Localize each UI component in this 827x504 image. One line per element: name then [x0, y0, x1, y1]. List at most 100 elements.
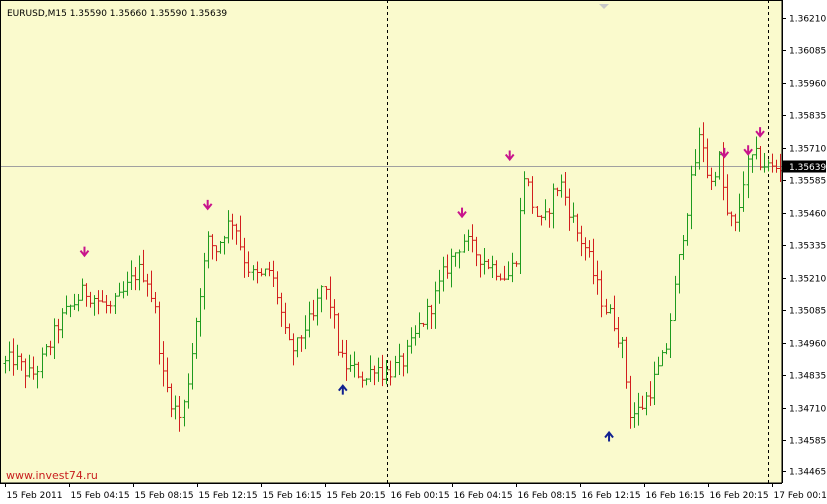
candle: [238, 215, 243, 251]
candle: [68, 304, 73, 318]
candle: [701, 122, 706, 163]
candle: [234, 223, 239, 245]
candle: [145, 273, 150, 297]
candle: [429, 304, 434, 329]
candle: [644, 391, 649, 416]
candle: [255, 261, 260, 284]
sell-signal-arrow: [457, 207, 467, 219]
time-tick-label: 15 Feb 04:15: [71, 491, 130, 501]
candle: [226, 210, 231, 244]
candle: [539, 215, 544, 226]
candle: [693, 149, 698, 177]
candle: [445, 254, 450, 279]
candle: [709, 167, 714, 191]
time-tick-label: 16 Feb 00:15: [391, 491, 450, 501]
candle: [413, 325, 418, 346]
price-tick-label: 1.35460: [789, 210, 826, 220]
candle: [72, 293, 77, 311]
sell-signal-arrow: [719, 147, 730, 159]
candle: [591, 238, 596, 285]
candle: [222, 235, 227, 255]
candle: [344, 339, 349, 381]
candle: [478, 254, 483, 278]
candle: [681, 235, 686, 260]
candle: [466, 229, 471, 252]
candle: [64, 295, 69, 315]
candle: [384, 360, 389, 385]
candle: [717, 151, 722, 180]
chart-shift-marker[interactable]: [599, 4, 609, 9]
candle: [616, 316, 621, 348]
price-axis-background: [782, 0, 827, 504]
candle: [490, 255, 495, 279]
candle: [165, 357, 170, 393]
candle: [449, 248, 454, 288]
price-tick-label: 1.34585: [789, 437, 826, 447]
candle: [206, 231, 211, 269]
candle: [125, 271, 130, 296]
candle: [522, 171, 527, 215]
candle: [56, 318, 61, 344]
candle: [741, 171, 746, 212]
candle: [563, 172, 568, 206]
candle: [60, 308, 65, 339]
candle: [462, 234, 467, 253]
candle: [96, 290, 101, 315]
candle: [141, 249, 146, 283]
candle: [190, 342, 195, 390]
candle: [551, 183, 556, 229]
candle: [328, 276, 333, 319]
candle: [457, 249, 462, 269]
candle: [287, 323, 292, 341]
candle: [526, 178, 531, 187]
current-price-label-box: [783, 160, 826, 173]
watermark: www.invest74.ru: [6, 469, 98, 482]
time-axis-background: [0, 483, 827, 504]
time-tick-label: 16 Feb 12:15: [582, 491, 641, 501]
candle: [202, 252, 207, 310]
sell-signal-arrow: [755, 127, 765, 138]
buy-signal-arrow: [604, 430, 614, 442]
price-tick-label: 1.35960: [789, 80, 826, 90]
candle: [360, 371, 365, 388]
candle: [474, 236, 479, 267]
candle: [169, 383, 174, 418]
candle: [758, 146, 763, 171]
candle: [198, 288, 203, 337]
candle: [295, 337, 300, 358]
candle: [307, 301, 312, 338]
candle: [3, 355, 8, 374]
sell-signal-arrow: [504, 150, 515, 162]
candle: [230, 213, 235, 240]
candle: [88, 291, 93, 308]
time-tick-label: 15 Feb 16:15: [263, 491, 322, 501]
candle: [750, 154, 755, 173]
candle: [149, 270, 154, 303]
time-tick-label: 15 Feb 08:15: [135, 491, 194, 501]
current-price-label: 1.35639: [783, 160, 826, 173]
candle: [315, 288, 320, 326]
candle: [388, 360, 393, 386]
candle: [117, 282, 122, 297]
candle: [11, 338, 16, 376]
candle: [510, 252, 515, 283]
candle: [571, 202, 576, 223]
candle: [137, 255, 142, 291]
candle: [425, 298, 430, 330]
candle: [263, 268, 268, 277]
candle: [376, 357, 381, 382]
candle: [441, 256, 446, 292]
candle: [677, 254, 682, 294]
candle: [746, 148, 751, 199]
candle: [587, 240, 592, 258]
candle: [44, 343, 49, 357]
candle: [267, 261, 272, 277]
candle: [494, 260, 499, 281]
time-tick-label: 16 Feb 08:15: [518, 491, 577, 501]
time-tick-label: 15 Feb 20:15: [327, 491, 386, 501]
sell-signal-arrow: [202, 199, 213, 211]
candle: [417, 312, 422, 338]
candle: [636, 392, 641, 426]
